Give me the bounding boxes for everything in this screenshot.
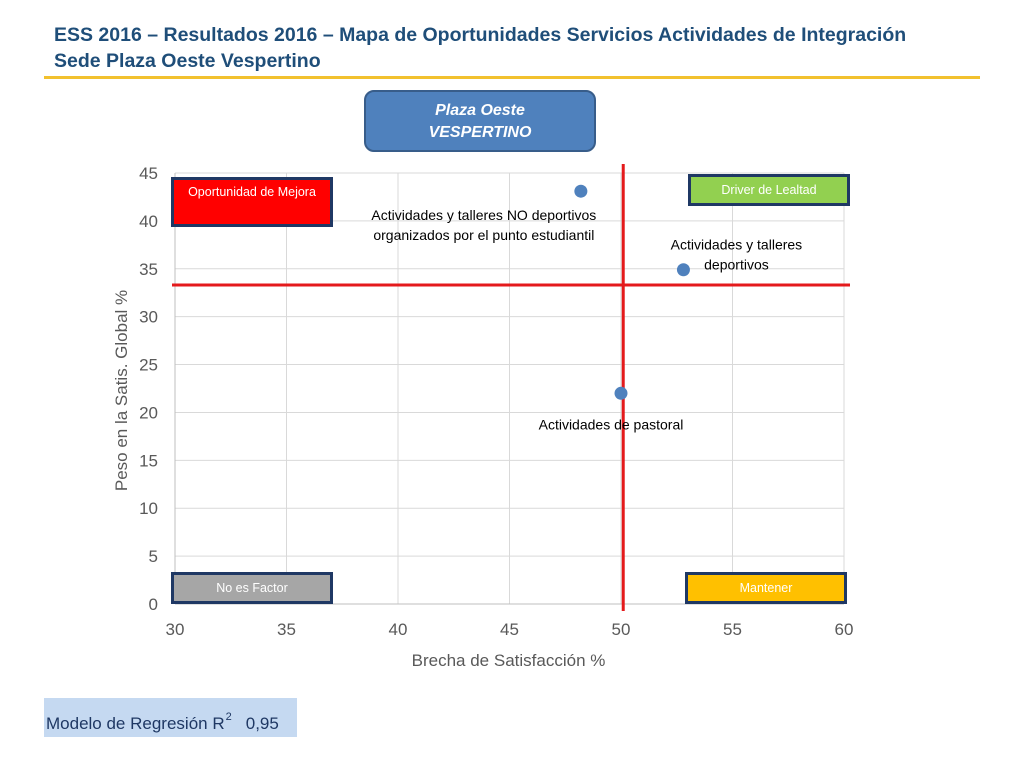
sede-label-box: Plaza Oeste VESPERTINO [364, 90, 596, 152]
sede-name: Plaza Oeste [435, 102, 525, 119]
x-tick-label-30: 30 [166, 620, 185, 639]
data-point-1 [574, 184, 588, 198]
x-tick-label-45: 45 [500, 620, 519, 639]
y-tick-label-0: 0 [149, 595, 158, 614]
x-tick-label-60: 60 [835, 620, 854, 639]
data-label-3-line-1: Actividades de pastoral [539, 416, 684, 432]
y-axis-title: Peso en la Satis. Global % [112, 290, 131, 491]
x-tick-label-35: 35 [277, 620, 296, 639]
data-label-1-line-2: organizados por el punto estudiantil [373, 227, 594, 243]
data-label-1-line-1: Actividades y talleres NO deportivos [371, 207, 596, 223]
page-title: ESS 2016 – Resultados 2016 – Mapa de Opo… [54, 22, 994, 74]
title-underline [44, 76, 980, 79]
data-label-2-line-2: deportivos [704, 257, 769, 273]
y-tick-label-10: 10 [139, 499, 158, 518]
title-line-1: ESS 2016 – Resultados 2016 – Mapa de Opo… [54, 24, 907, 46]
x-tick-label-50: 50 [612, 620, 631, 639]
quadrant-label-driver-de-lealtad: Driver de Lealtad [688, 174, 850, 206]
x-axis-title: Brecha de Satisfacción % [412, 651, 606, 670]
data-point-3 [614, 386, 628, 400]
y-tick-label-20: 20 [139, 403, 158, 422]
regression-r-squared-superscript: 2 [225, 711, 232, 723]
y-tick-label-45: 45 [139, 164, 158, 183]
x-tick-label-55: 55 [723, 620, 742, 639]
regression-label: Modelo de Regresión R [46, 714, 225, 733]
y-tick-label-5: 5 [149, 547, 158, 566]
data-label-2-line-1: Actividades y talleres [671, 237, 803, 253]
regression-model-box: Modelo de Regresión R2 0,95 [44, 698, 297, 737]
quadrant-label-oportunidad-de-mejora: Oportunidad de Mejora [171, 177, 333, 227]
y-tick-label-30: 30 [139, 308, 158, 327]
x-tick-label-40: 40 [389, 620, 408, 639]
y-tick-label-40: 40 [139, 212, 158, 231]
quadrant-label-mantener: Mantener [685, 572, 847, 604]
data-point-2 [676, 263, 690, 277]
y-tick-label-15: 15 [139, 451, 158, 470]
y-tick-label-35: 35 [139, 260, 158, 279]
y-tick-label-25: 25 [139, 356, 158, 375]
quadrant-label-no-es-factor: No es Factor [171, 572, 333, 604]
title-line-2: Sede Plaza Oeste Vespertino [54, 50, 321, 72]
regression-value: 0,95 [245, 714, 279, 733]
sede-shift: VESPERTINO [428, 124, 532, 141]
